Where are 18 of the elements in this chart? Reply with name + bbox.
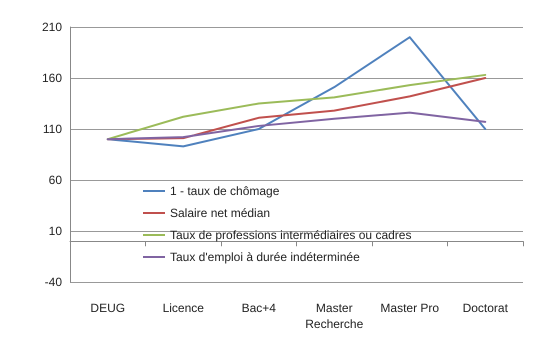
legend-label: Taux de professions intermédiaires ou cadres: [170, 228, 412, 242]
line-series: [106, 112, 486, 140]
y-tick-label: 210: [42, 20, 62, 34]
x-tick-label: Doctorat: [462, 301, 509, 315]
x-tick-label: Bac+4: [242, 301, 276, 315]
legend-label: 1 - taux de chômage: [170, 184, 280, 198]
y-tick-label: 110: [42, 122, 62, 136]
x-tick-label: DEUG: [90, 301, 126, 315]
legend-label: Taux d'emploi à durée indéterminée: [170, 250, 360, 264]
x-tick-label: Master Recherche: [305, 301, 364, 331]
line-series: [106, 36, 486, 148]
y-tick-label: 160: [42, 71, 62, 85]
legend-label: Salaire net médian: [170, 206, 270, 220]
y-tick-label: -40: [44, 275, 62, 289]
x-tick-label: Master Pro: [380, 301, 440, 315]
x-tick-label: Licence: [162, 301, 204, 315]
y-tick-label: 60: [48, 173, 62, 187]
y-tick-label: 10: [48, 224, 62, 238]
